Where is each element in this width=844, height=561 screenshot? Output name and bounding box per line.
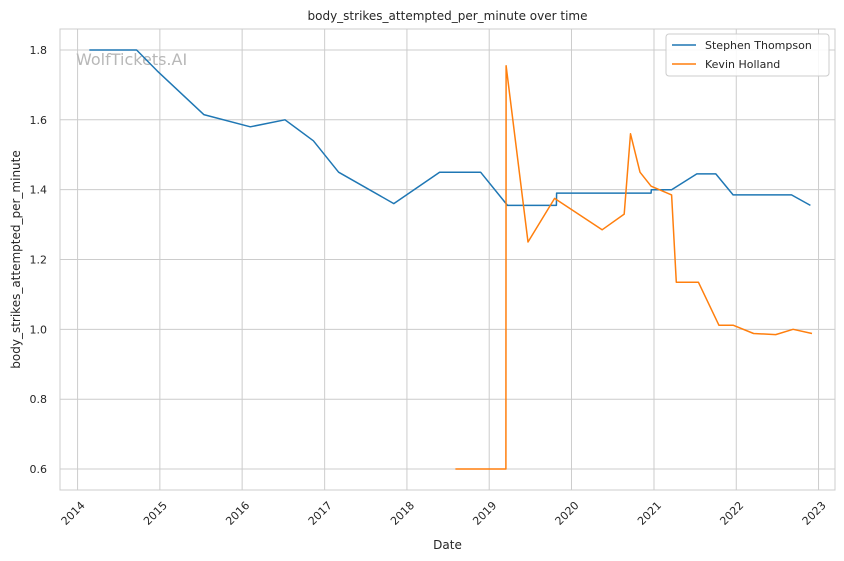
y-axis-label: body_strikes_attempted_per_minute	[9, 150, 23, 368]
chart-title: body_strikes_attempted_per_minute over t…	[308, 9, 588, 23]
x-axis-label: Date	[433, 538, 462, 552]
y-tick-label: 1.4	[30, 184, 48, 197]
series-line-stephen-thompson	[89, 49, 811, 207]
plot-frame	[59, 28, 836, 491]
legend-box	[665, 33, 830, 77]
legend-label: Stephen Thompson	[705, 39, 812, 52]
y-tick-label: 1.6	[30, 114, 48, 127]
y-tick-label: 0.8	[30, 393, 48, 406]
grid-lines	[60, 29, 835, 490]
y-tick-label: 1.2	[30, 254, 48, 267]
y-tick-label: 1.0	[30, 323, 48, 336]
y-tick-label: 1.8	[30, 44, 48, 57]
series-line-kevin-holland	[455, 64, 813, 470]
legend-label: Kevin Holland	[705, 58, 780, 71]
series-layer	[89, 49, 813, 470]
legend: Stephen Thompson Kevin Holland	[665, 33, 830, 77]
y-tick-label: 0.6	[30, 463, 48, 476]
watermark-text: WolfTickets.AI	[76, 50, 187, 69]
